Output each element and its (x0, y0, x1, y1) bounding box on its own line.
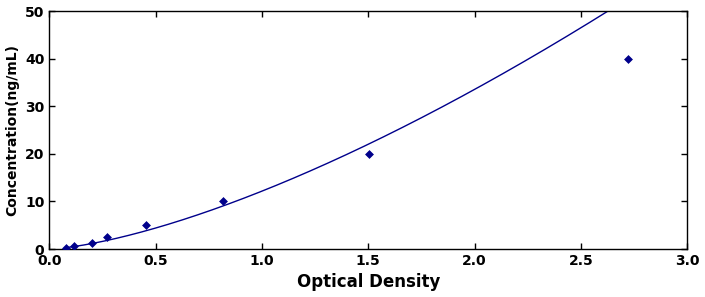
Point (68, 244, 79, 248)
Point (364, 151, 375, 156)
Point (217, 199, 228, 204)
Point (102, 235, 113, 239)
Y-axis label: Concentration(ng/mL): Concentration(ng/mL) (6, 44, 20, 216)
Point (86, 241, 97, 245)
Point (141, 223, 152, 228)
X-axis label: Optical Density: Optical Density (297, 274, 440, 291)
Point (622, 56, 633, 61)
Point (60, 246, 71, 251)
